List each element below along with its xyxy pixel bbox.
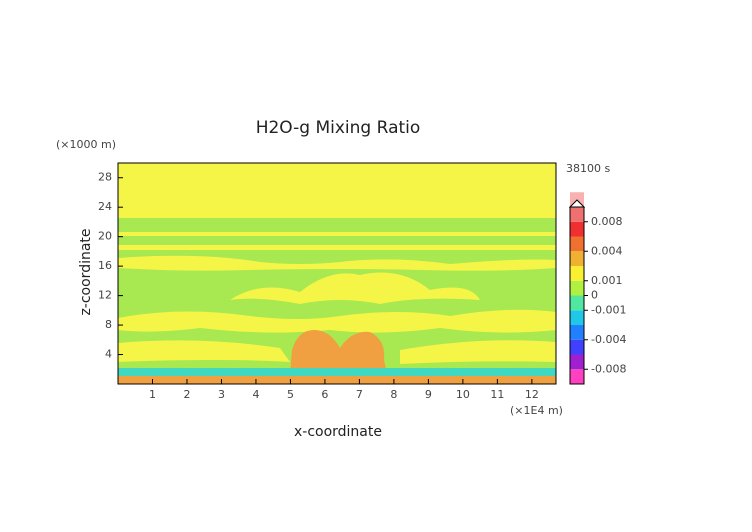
colorbar-tick-label: -0.001	[591, 303, 626, 316]
colorbar-segment	[570, 339, 584, 355]
x-tick-label: 4	[252, 388, 259, 401]
x-tick-label: 11	[490, 388, 504, 401]
colorbar-tick-label: 0.001	[591, 274, 623, 287]
x-tick-label: 5	[287, 388, 294, 401]
colorbar-tick-label: -0.004	[591, 333, 626, 346]
colorbar-tick-label: 0.004	[591, 244, 623, 257]
y-tick-label: 4	[105, 348, 112, 361]
colorbar-segment	[570, 354, 584, 370]
y-tick-label: 16	[98, 259, 112, 272]
colorbar-segment	[570, 207, 584, 222]
x-tick-label: 8	[390, 388, 397, 401]
y-unit: (×1000 m)	[56, 138, 116, 151]
x-tick-label: 10	[456, 388, 470, 401]
colorbar-segment	[570, 236, 584, 252]
colorbar-segment	[570, 266, 584, 281]
time-label: 38100 s	[566, 162, 610, 175]
colorbar-tick-label: 0.008	[591, 215, 623, 228]
plot-frame	[117, 162, 557, 385]
y-axis-label: z-coordinate	[78, 228, 94, 315]
y-tick-label: 24	[98, 200, 112, 213]
x-tick-label: 6	[321, 388, 328, 401]
colorbar-segment	[570, 369, 584, 384]
x-tick-label: 1	[149, 388, 156, 401]
colorbar-tick-label: -0.008	[591, 362, 626, 375]
x-tick-label: 7	[356, 388, 363, 401]
x-tick-label: 2	[183, 388, 190, 401]
y-tick-label: 20	[98, 230, 112, 243]
x-tick-label: 9	[425, 388, 432, 401]
colorbar-segment	[570, 310, 584, 325]
x-unit: (×1E4 m)	[510, 404, 563, 417]
y-tick-label: 8	[105, 318, 112, 331]
colorbar-segment	[570, 325, 584, 340]
x-axis-label: x-coordinate	[294, 424, 382, 440]
y-tick-label: 28	[98, 171, 112, 184]
colorbar-tick-label: 0	[591, 289, 598, 302]
colorbar-segment	[570, 221, 584, 237]
chart-title: H2O-g Mixing Ratio	[256, 118, 421, 138]
colorbar-segment	[570, 295, 584, 311]
y-tick-label: 12	[98, 289, 112, 302]
colorbar-segment	[570, 280, 584, 296]
x-tick-label: 3	[218, 388, 225, 401]
colorbar-segment	[570, 251, 584, 266]
contour-field	[118, 163, 556, 384]
x-tick-label: 12	[525, 388, 539, 401]
